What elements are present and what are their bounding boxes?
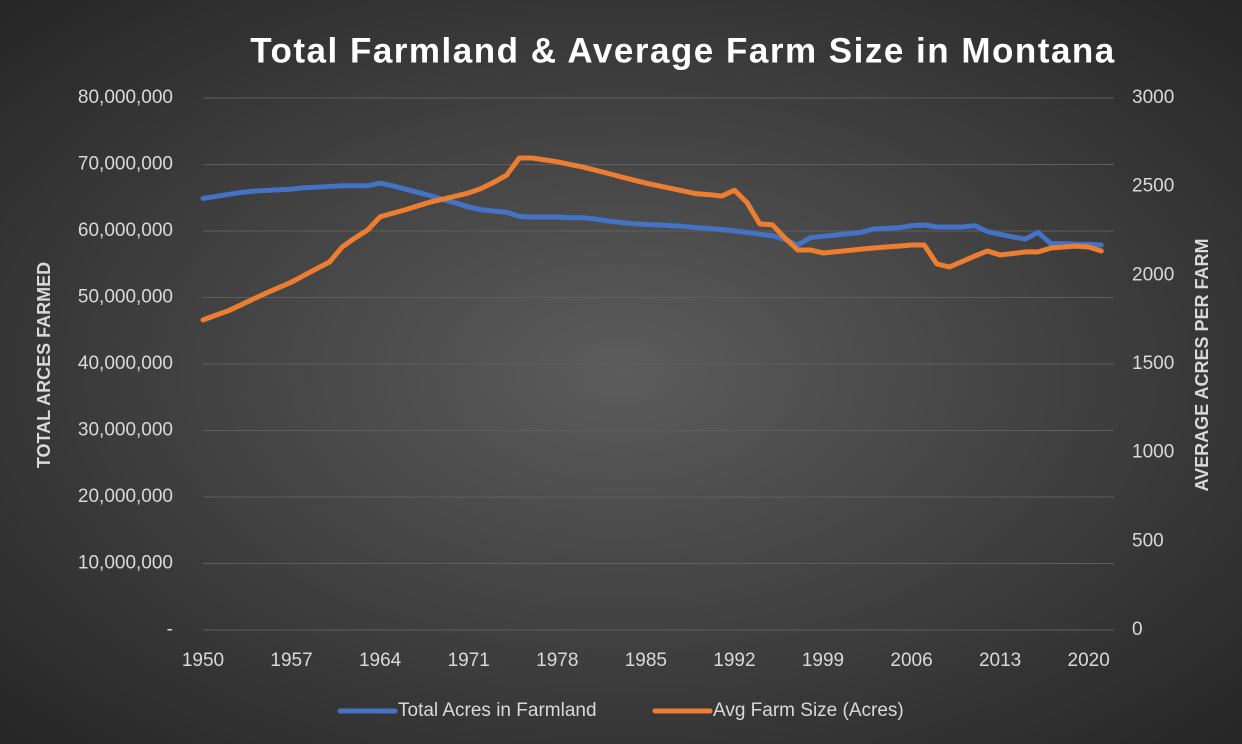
x-tick-label: 1999 (802, 650, 844, 671)
y-tick-label: 50,000,000 (78, 287, 173, 308)
y-axis-title: TOTAL ARCES FARMED (34, 262, 54, 468)
x-tick-label: 1964 (359, 650, 402, 671)
x-tick-label: 1957 (270, 650, 312, 671)
y-tick-label: 20,000,000 (78, 486, 173, 507)
y2-tick-label: 1500 (1132, 353, 1174, 374)
line-series (200, 180, 1104, 248)
x-tick-label: 1950 (182, 650, 224, 671)
y2-tick-label: 2000 (1132, 264, 1174, 285)
x-tick-label: 2020 (1068, 650, 1110, 671)
x-tick-label: 2006 (890, 650, 932, 671)
chart-title: Total Farmland & Average Farm Size in Mo… (250, 31, 1116, 70)
legend-label: Total Acres in Farmland (398, 700, 597, 721)
x-tick-label: 1971 (448, 650, 490, 671)
line-series (200, 155, 1104, 323)
y2-tick-label: 0 (1132, 619, 1143, 640)
y2-tick-label: 500 (1132, 530, 1164, 551)
y2-tick-label: 2500 (1132, 176, 1174, 197)
y-tick-label: 80,000,000 (78, 87, 173, 108)
x-tick-label: 1992 (713, 650, 755, 671)
y-tick-label: 40,000,000 (78, 353, 173, 374)
y-tick-label: 30,000,000 (78, 420, 173, 441)
x-tick-label: 1985 (625, 650, 667, 671)
y-tick-label: 60,000,000 (78, 220, 173, 241)
y-tick-label: 70,000,000 (78, 154, 173, 175)
x-tick-label: 2013 (979, 650, 1021, 671)
legend-label: Avg Farm Size (Acres) (713, 700, 904, 721)
y2-tick-label: 3000 (1132, 87, 1174, 108)
y2-tick-label: 1000 (1132, 442, 1174, 463)
y2-axis-title: AVERAGE ACRES PER FARM (1192, 238, 1212, 491)
y-tick-label: - (167, 619, 173, 640)
x-tick-label: 1978 (536, 650, 578, 671)
y-tick-label: 10,000,000 (78, 553, 173, 574)
